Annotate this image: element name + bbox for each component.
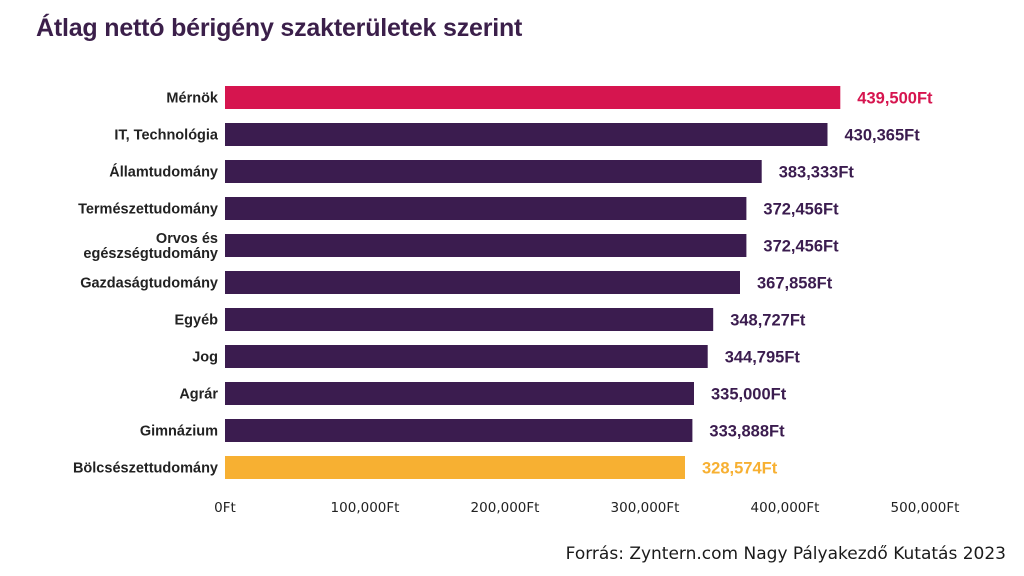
bar-10	[225, 456, 685, 479]
x-tick-label-5: 500,000Ft	[891, 500, 960, 516]
value-label-4: 372,456Ft	[763, 238, 839, 256]
category-label-1: IT, Technológia	[114, 128, 219, 144]
value-label-1: 430,365Ft	[845, 127, 921, 145]
value-label-5: 367,858Ft	[757, 275, 833, 293]
category-label-6: Egyéb	[174, 313, 218, 329]
category-label-7: Jog	[192, 350, 218, 366]
value-label-7: 344,795Ft	[725, 349, 801, 367]
bar-0	[225, 86, 841, 109]
value-label-10: 328,574Ft	[702, 460, 778, 478]
bar-1	[225, 123, 828, 146]
bar-7	[225, 345, 708, 368]
x-tick-label-1: 100,000Ft	[331, 500, 400, 516]
x-tick-label-0: 0Ft	[214, 500, 236, 516]
category-label-5: Gazdaságtudomány	[80, 276, 218, 292]
category-label-9: Gimnázium	[140, 424, 218, 440]
chart-title: Átlag nettó bérigény szakterületek szeri…	[36, 14, 523, 42]
category-label-3: Természettudomány	[78, 202, 218, 218]
value-label-0: 439,500Ft	[857, 90, 933, 108]
bar-9	[225, 419, 693, 442]
bar-8	[225, 382, 694, 405]
bar-2	[225, 160, 762, 183]
value-label-9: 333,888Ft	[709, 423, 785, 441]
category-label-8: Agrár	[179, 387, 218, 403]
value-label-2: 383,333Ft	[779, 164, 855, 182]
value-label-3: 372,456Ft	[763, 201, 839, 219]
bar-3	[225, 197, 747, 220]
bar-4	[225, 234, 747, 257]
value-label-8: 335,000Ft	[711, 386, 787, 404]
bar-6	[225, 308, 714, 331]
category-label-10: Bölcsészettudomány	[73, 461, 218, 477]
source-note: Forrás: Zyntern.com Nagy Pályakezdő Kuta…	[565, 544, 1006, 564]
category-label-2: Államtudomány	[109, 164, 218, 181]
x-tick-label-2: 200,000Ft	[471, 500, 540, 516]
x-tick-label-4: 400,000Ft	[751, 500, 820, 516]
bar-5	[225, 271, 740, 294]
x-tick-label-3: 300,000Ft	[611, 500, 680, 516]
category-label-0: Mérnök	[166, 91, 219, 107]
value-label-6: 348,727Ft	[730, 312, 806, 330]
category-label-4: Orvos és egészségtudomány	[83, 231, 218, 262]
